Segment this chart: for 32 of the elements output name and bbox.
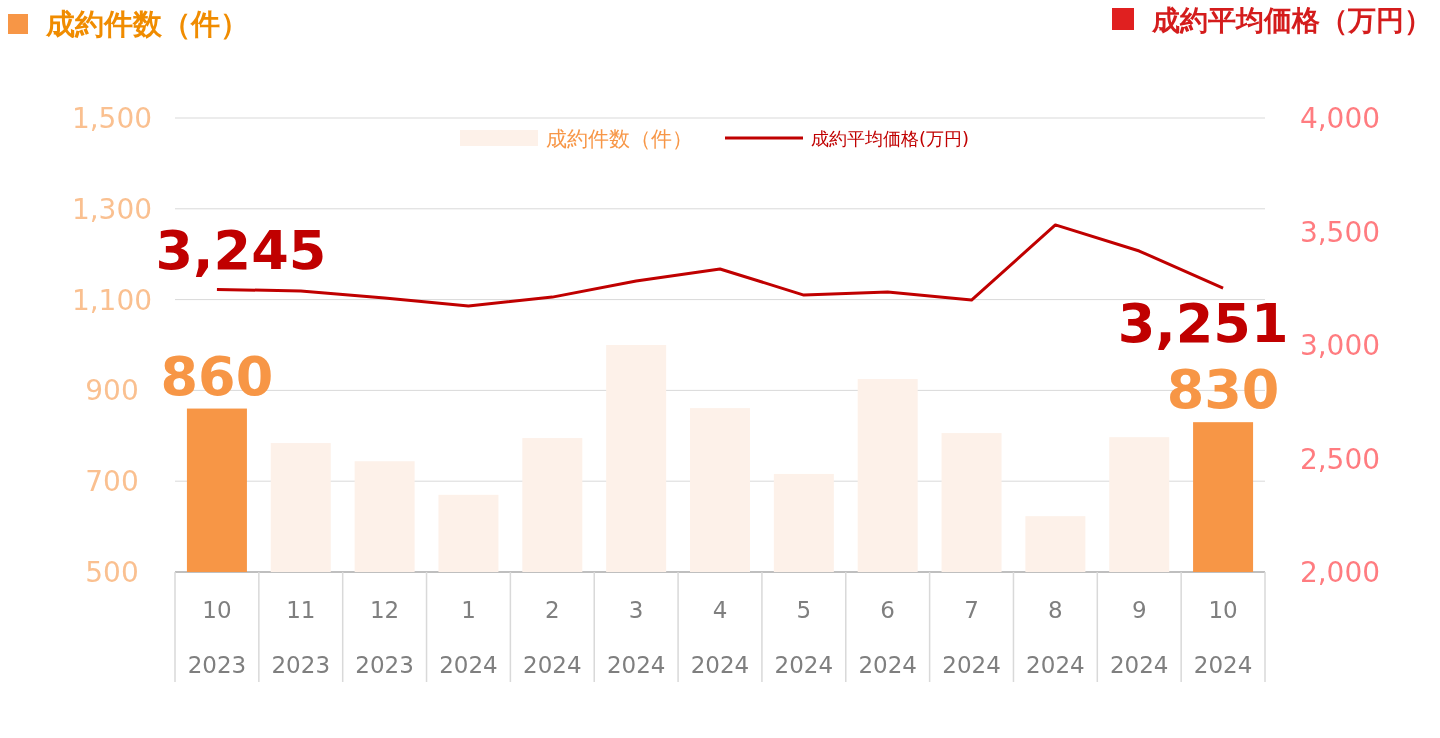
y-axis-title: 成約件数（件）	[45, 7, 249, 41]
category-label: 1 2024	[439, 597, 498, 678]
category-label: 11 2023	[271, 597, 331, 678]
y-tick-label: 500	[85, 556, 139, 589]
y-tick-label: 1,300	[71, 192, 153, 226]
category-label: 10 2024	[1193, 597, 1253, 678]
category-label: 10 2023	[187, 597, 247, 678]
category-label: 7 2024	[942, 597, 1001, 678]
y-tick-label: 1,500	[71, 102, 153, 135]
category-label: 9 2024	[1109, 597, 1169, 678]
category-label: 6 2024	[858, 597, 917, 678]
y2-tick-label: 3,500	[1299, 215, 1381, 249]
y-tick-label: 1,100	[71, 283, 153, 317]
y2-tick-label: 4,000	[1299, 102, 1381, 135]
legend-label: 成約平均価格(万円)	[811, 128, 970, 149]
y-tick-label: 900	[85, 374, 139, 408]
legend-label: 成約件数（件）	[546, 127, 693, 151]
category-label: 3 2024	[606, 597, 666, 678]
y2-tick-label: 3,000	[1299, 329, 1381, 362]
data-label: 3,251	[1117, 292, 1289, 356]
y2-axis-title: 成約平均価格（万円）	[1151, 4, 1432, 37]
y-tick-label: 700	[85, 465, 139, 499]
data-label: 3,245	[155, 219, 327, 283]
category-label: 12 2023	[355, 597, 414, 678]
data-label: 830	[1166, 358, 1280, 422]
category-label: 5 2024	[774, 597, 834, 678]
category-label: 8 2024	[1026, 597, 1085, 678]
y2-tick-label: 2,000	[1299, 556, 1381, 589]
y2-tick-label: 2,500	[1299, 442, 1381, 476]
data-label: 860	[160, 344, 274, 408]
category-label: 2 2024	[523, 597, 582, 678]
category-label: 4 2024	[690, 597, 750, 678]
